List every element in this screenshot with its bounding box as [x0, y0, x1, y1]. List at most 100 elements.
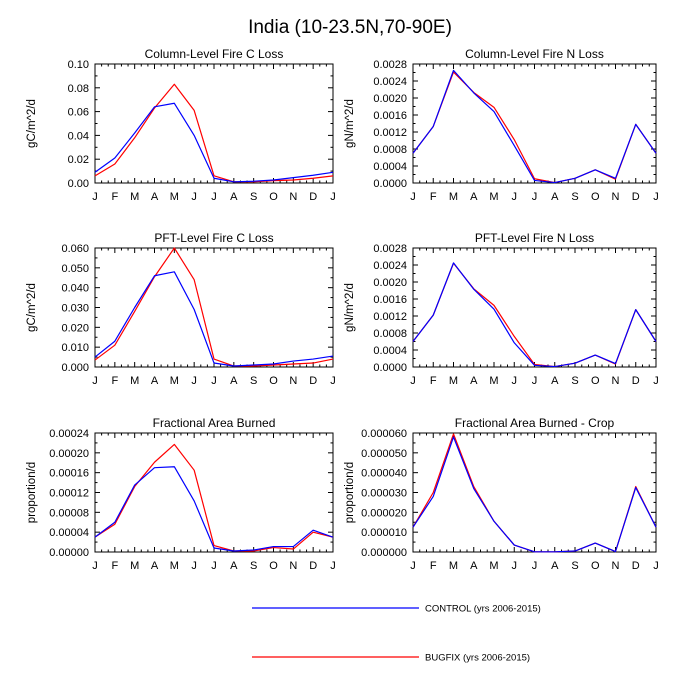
x-tick-label: O [591, 560, 600, 572]
y-tick-label: 0.0012 [373, 311, 407, 323]
x-tick-label: J [330, 560, 336, 572]
x-tick-label: M [130, 560, 139, 572]
y-tick-label: 0.0028 [373, 59, 407, 71]
x-tick-label: A [230, 375, 238, 387]
x-tick-label: J [191, 560, 197, 572]
y-tick-label: 0.0000 [373, 362, 407, 374]
x-tick-label: M [449, 375, 458, 387]
y-axis-label: gC/m^2/d [26, 283, 38, 332]
y-tick-label: 0.0012 [373, 127, 407, 139]
y-tick-label: 0.0024 [373, 260, 407, 272]
series-line-control [94, 466, 334, 552]
y-tick-label: 0.0020 [373, 277, 407, 289]
x-tick-label: A [151, 560, 159, 572]
y-tick-label: 0.0008 [373, 144, 407, 156]
x-tick-label: S [571, 375, 578, 387]
y-tick-label: 0.0020 [373, 93, 407, 105]
y-tick-label: 0.00016 [49, 468, 89, 480]
x-tick-label: D [632, 560, 640, 572]
x-tick-label: M [170, 560, 179, 572]
x-tick-label: M [130, 375, 139, 387]
x-tick-label: J [410, 375, 416, 387]
x-tick-label: J [92, 560, 98, 572]
x-tick-label: S [571, 560, 578, 572]
series-line-bugfix [412, 433, 657, 553]
y-tick-label: 0.00004 [49, 527, 89, 539]
y-tick-label: 0.04 [68, 130, 89, 142]
x-tick-label: N [289, 375, 297, 387]
x-tick-label: J [532, 560, 538, 572]
x-tick-label: M [170, 375, 179, 387]
y-tick-label: 0.000030 [361, 488, 407, 500]
y-tick-label: 0.020 [61, 322, 89, 334]
x-tick-label: J [191, 375, 197, 387]
y-axis-label: gC/m^2/d [26, 99, 38, 148]
x-tick-label: O [269, 560, 278, 572]
y-tick-label: 0.0004 [373, 161, 407, 173]
series-line-control [412, 69, 657, 184]
x-tick-label: O [591, 375, 600, 387]
panel-title: Column-Level Fire C Loss [145, 47, 284, 61]
x-tick-label: N [289, 191, 297, 203]
y-tick-label: 0.000010 [361, 527, 407, 539]
x-tick-label: M [489, 191, 498, 203]
y-tick-label: 0.060 [61, 243, 89, 255]
x-tick-label: F [430, 191, 437, 203]
x-tick-label: M [170, 191, 179, 203]
x-tick-label: F [111, 375, 118, 387]
series-line-bugfix [94, 83, 334, 183]
series-line-control [412, 262, 657, 368]
y-tick-label: 0.000050 [361, 448, 407, 460]
x-tick-label: J [211, 375, 217, 387]
panel-title: PFT-Level Fire N Loss [475, 231, 594, 245]
plot-frame [94, 247, 334, 368]
x-tick-label: J [653, 560, 659, 572]
x-tick-label: O [269, 191, 278, 203]
y-tick-label: 0.0028 [373, 243, 407, 255]
x-tick-label: A [470, 191, 478, 203]
y-tick-label: 0.0000 [373, 178, 407, 190]
x-tick-label: A [470, 560, 478, 572]
x-tick-label: J [92, 375, 98, 387]
y-axis-label: gN/m^2/d [344, 99, 356, 148]
legend-label-bugfix: BUGFIX (yrs 2006-2015) [425, 653, 530, 664]
x-tick-label: F [111, 191, 118, 203]
x-tick-label: J [330, 191, 336, 203]
y-axis-label: proportion/d [344, 462, 356, 523]
x-tick-label: J [211, 560, 217, 572]
plot-frame [412, 432, 657, 553]
y-tick-label: 0.000000 [361, 547, 407, 559]
series-line-control [94, 271, 334, 367]
x-tick-label: J [191, 191, 197, 203]
x-tick-label: D [632, 375, 640, 387]
x-tick-label: J [512, 560, 518, 572]
x-tick-label: J [330, 375, 336, 387]
y-tick-label: 0.02 [68, 154, 89, 166]
x-tick-label: N [612, 191, 620, 203]
x-tick-label: A [551, 191, 559, 203]
x-tick-label: F [430, 375, 437, 387]
y-tick-label: 0.06 [68, 107, 89, 119]
x-tick-label: O [269, 375, 278, 387]
x-tick-label: N [612, 375, 620, 387]
y-tick-label: 0.00008 [49, 507, 89, 519]
plot-frame [412, 247, 657, 368]
x-tick-label: F [111, 560, 118, 572]
x-tick-label: J [211, 191, 217, 203]
x-tick-label: A [470, 375, 478, 387]
y-tick-label: 0.00000 [49, 547, 89, 559]
x-tick-label: M [489, 560, 498, 572]
x-tick-label: S [250, 191, 257, 203]
y-tick-label: 0.08 [68, 83, 89, 95]
y-axis-label: gN/m^2/d [344, 283, 356, 332]
y-tick-label: 0.00 [68, 178, 89, 190]
x-tick-label: O [591, 191, 600, 203]
x-tick-label: D [309, 375, 317, 387]
y-tick-label: 0.030 [61, 303, 89, 315]
x-tick-label: A [551, 560, 559, 572]
